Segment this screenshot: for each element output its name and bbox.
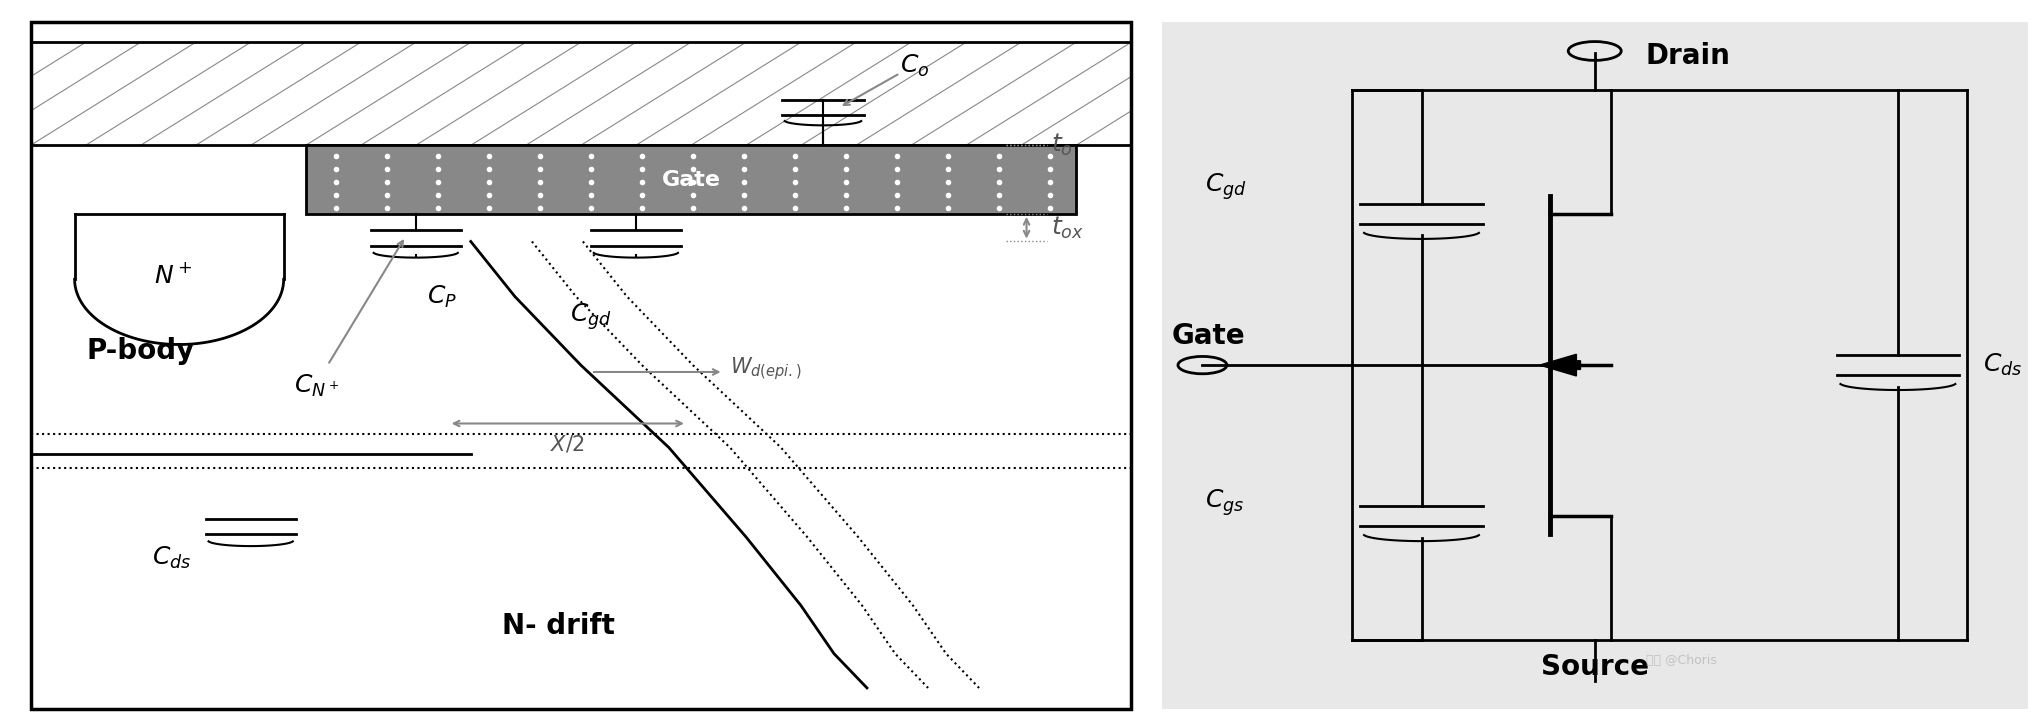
- Text: P-body: P-body: [86, 338, 196, 365]
- Text: N- drift: N- drift: [503, 612, 615, 640]
- Text: 知乎 @Choris: 知乎 @Choris: [1647, 654, 1716, 667]
- Text: $C_o$: $C_o$: [901, 54, 929, 80]
- Text: $t_o$: $t_o$: [1052, 132, 1072, 158]
- Polygon shape: [31, 42, 1131, 145]
- Polygon shape: [1162, 22, 2028, 709]
- Text: $W_{d(epi.)}$: $W_{d(epi.)}$: [730, 355, 801, 382]
- Text: $C_P$: $C_P$: [426, 283, 457, 309]
- Polygon shape: [31, 145, 1131, 709]
- Polygon shape: [306, 145, 1076, 214]
- Text: $C_{ds}$: $C_{ds}$: [1983, 352, 2024, 378]
- Text: $N^+$: $N^+$: [155, 263, 194, 288]
- Text: $C_{N^+}$: $C_{N^+}$: [293, 372, 338, 399]
- Text: Source: Source: [1541, 653, 1649, 681]
- Text: $C_{gd}$: $C_{gd}$: [571, 301, 611, 333]
- Text: $C_{gs}$: $C_{gs}$: [1204, 487, 1245, 518]
- Text: Gate: Gate: [662, 170, 719, 189]
- Text: $X / 2$: $X / 2$: [550, 433, 585, 454]
- FancyArrow shape: [1539, 354, 1579, 376]
- Text: Gate: Gate: [1172, 322, 1245, 350]
- Text: $C_{ds}$: $C_{ds}$: [151, 544, 192, 570]
- Text: Drain: Drain: [1645, 42, 1730, 70]
- Text: $t_{ox}$: $t_{ox}$: [1052, 215, 1084, 241]
- Text: $C_{gd}$: $C_{gd}$: [1204, 171, 1247, 202]
